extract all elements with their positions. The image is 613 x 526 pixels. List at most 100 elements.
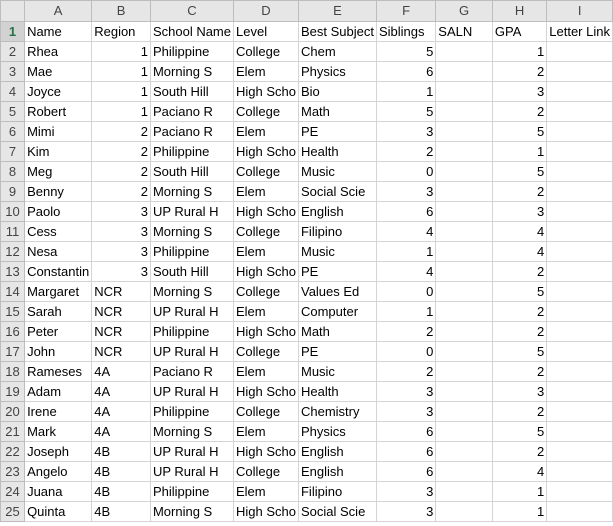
- cell-b19[interactable]: 4A: [91, 381, 151, 402]
- cell-i19[interactable]: [546, 381, 613, 402]
- cell-c25[interactable]: Morning S: [149, 501, 235, 522]
- cell-b20[interactable]: 4A: [91, 401, 151, 422]
- cell-f6[interactable]: 3: [375, 121, 437, 142]
- cell-d5[interactable]: College: [233, 101, 299, 122]
- cell-a22[interactable]: Joseph: [24, 441, 93, 462]
- cell-c13[interactable]: South Hill: [149, 261, 235, 282]
- cell-b23[interactable]: 4B: [91, 461, 151, 482]
- cell-g23[interactable]: [435, 461, 493, 482]
- cell-c21[interactable]: Morning S: [149, 421, 235, 442]
- cell-f14[interactable]: 0: [375, 281, 437, 302]
- cell-c18[interactable]: Paciano R: [149, 361, 235, 382]
- cell-e23[interactable]: English: [297, 461, 377, 482]
- cell-f23[interactable]: 6: [375, 461, 437, 482]
- cell-f17[interactable]: 0: [375, 341, 437, 362]
- cell-b13[interactable]: 3: [91, 261, 151, 282]
- cell-i15[interactable]: [546, 301, 613, 322]
- cell-f4[interactable]: 1: [375, 81, 437, 102]
- cell-b17[interactable]: NCR: [91, 341, 151, 362]
- cell-h18[interactable]: 2: [491, 361, 548, 382]
- cell-f5[interactable]: 5: [375, 101, 437, 122]
- cell-h11[interactable]: 4: [491, 221, 548, 242]
- cell-g16[interactable]: [435, 321, 493, 342]
- cell-a11[interactable]: Cess: [24, 221, 93, 242]
- cell-e19[interactable]: Health: [297, 381, 377, 402]
- cell-b6[interactable]: 2: [91, 121, 151, 142]
- cell-c17[interactable]: UP Rural H: [149, 341, 235, 362]
- cell-h23[interactable]: 4: [491, 461, 548, 482]
- cell-f15[interactable]: 1: [375, 301, 437, 322]
- cell-g18[interactable]: [435, 361, 493, 382]
- cell-i24[interactable]: [546, 481, 613, 502]
- row-header[interactable]: 17: [0, 341, 26, 362]
- row-header[interactable]: 22: [0, 441, 26, 462]
- cell-b25[interactable]: 4B: [91, 501, 151, 522]
- cell-d4[interactable]: High Scho: [233, 81, 299, 102]
- cell-f9[interactable]: 3: [375, 181, 437, 202]
- cell-d13[interactable]: High Scho: [233, 261, 299, 282]
- row-header[interactable]: 10: [0, 201, 26, 222]
- cell-i25[interactable]: [546, 501, 613, 522]
- cell-h16[interactable]: 2: [491, 321, 548, 342]
- cell-h5[interactable]: 2: [491, 101, 548, 122]
- cell-h21[interactable]: 5: [491, 421, 548, 442]
- cell-e13[interactable]: PE: [297, 261, 377, 282]
- cell-e6[interactable]: PE: [297, 121, 377, 142]
- cell-h14[interactable]: 5: [491, 281, 548, 302]
- cell-e11[interactable]: Filipino: [297, 221, 377, 242]
- cell-g1[interactable]: SALN: [435, 21, 493, 42]
- cell-h3[interactable]: 2: [491, 61, 548, 82]
- cell-b8[interactable]: 2: [91, 161, 151, 182]
- cell-c6[interactable]: Paciano R: [149, 121, 235, 142]
- cell-c5[interactable]: Paciano R: [149, 101, 235, 122]
- cell-h17[interactable]: 5: [491, 341, 548, 362]
- row-header[interactable]: 13: [0, 261, 26, 282]
- cell-g15[interactable]: [435, 301, 493, 322]
- cell-e9[interactable]: Social Scie: [297, 181, 377, 202]
- column-header-a[interactable]: A: [24, 0, 93, 22]
- cell-c4[interactable]: South Hill: [149, 81, 235, 102]
- row-header[interactable]: 11: [0, 221, 26, 242]
- cell-b21[interactable]: 4A: [91, 421, 151, 442]
- cell-c24[interactable]: Philippine: [149, 481, 235, 502]
- cell-g24[interactable]: [435, 481, 493, 502]
- cell-c1[interactable]: School Name: [149, 21, 235, 42]
- row-header[interactable]: 19: [0, 381, 26, 402]
- cell-c15[interactable]: UP Rural H: [149, 301, 235, 322]
- cell-h10[interactable]: 3: [491, 201, 548, 222]
- cell-d11[interactable]: College: [233, 221, 299, 242]
- row-header[interactable]: 4: [0, 81, 26, 102]
- cell-g13[interactable]: [435, 261, 493, 282]
- cell-d2[interactable]: College: [233, 41, 299, 62]
- row-header[interactable]: 9: [0, 181, 26, 202]
- cell-c22[interactable]: UP Rural H: [149, 441, 235, 462]
- cell-d23[interactable]: College: [233, 461, 299, 482]
- cell-c7[interactable]: Philippine: [149, 141, 235, 162]
- row-header[interactable]: 12: [0, 241, 26, 262]
- cell-h19[interactable]: 3: [491, 381, 548, 402]
- row-header[interactable]: 18: [0, 361, 26, 382]
- cell-h8[interactable]: 5: [491, 161, 548, 182]
- cell-i14[interactable]: [546, 281, 613, 302]
- cell-a9[interactable]: Benny: [24, 181, 93, 202]
- cell-g17[interactable]: [435, 341, 493, 362]
- cell-i17[interactable]: [546, 341, 613, 362]
- row-header[interactable]: 5: [0, 101, 26, 122]
- column-header-f[interactable]: F: [375, 0, 437, 22]
- cell-g5[interactable]: [435, 101, 493, 122]
- row-header[interactable]: 2: [0, 41, 26, 62]
- row-header[interactable]: 20: [0, 401, 26, 422]
- cell-b4[interactable]: 1: [91, 81, 151, 102]
- cell-d6[interactable]: Elem: [233, 121, 299, 142]
- row-header[interactable]: 8: [0, 161, 26, 182]
- cell-c10[interactable]: UP Rural H: [149, 201, 235, 222]
- cell-f2[interactable]: 5: [375, 41, 437, 62]
- cell-b12[interactable]: 3: [91, 241, 151, 262]
- cell-c19[interactable]: UP Rural H: [149, 381, 235, 402]
- cell-h15[interactable]: 2: [491, 301, 548, 322]
- cell-g11[interactable]: [435, 221, 493, 242]
- cell-d12[interactable]: Elem: [233, 241, 299, 262]
- cell-e1[interactable]: Best Subject: [297, 21, 377, 42]
- cell-g25[interactable]: [435, 501, 493, 522]
- cell-h4[interactable]: 3: [491, 81, 548, 102]
